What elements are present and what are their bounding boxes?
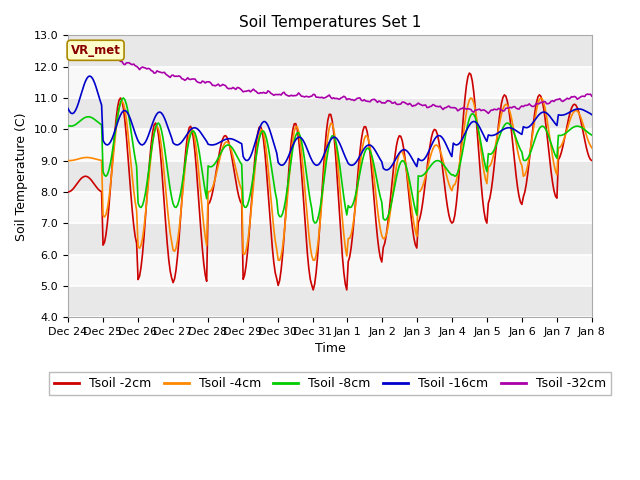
Bar — [68, 67, 592, 98]
Bar — [68, 161, 592, 192]
Bar — [68, 129, 592, 161]
Bar — [68, 223, 592, 254]
Text: VR_met: VR_met — [70, 44, 120, 57]
Bar — [68, 192, 592, 223]
Bar — [68, 286, 592, 317]
Bar — [68, 36, 592, 67]
Legend: Tsoil -2cm, Tsoil -4cm, Tsoil -8cm, Tsoil -16cm, Tsoil -32cm: Tsoil -2cm, Tsoil -4cm, Tsoil -8cm, Tsoi… — [49, 372, 611, 396]
Bar — [68, 98, 592, 129]
Title: Soil Temperatures Set 1: Soil Temperatures Set 1 — [239, 15, 421, 30]
X-axis label: Time: Time — [315, 342, 346, 356]
Y-axis label: Soil Temperature (C): Soil Temperature (C) — [15, 112, 28, 240]
Bar — [68, 254, 592, 286]
